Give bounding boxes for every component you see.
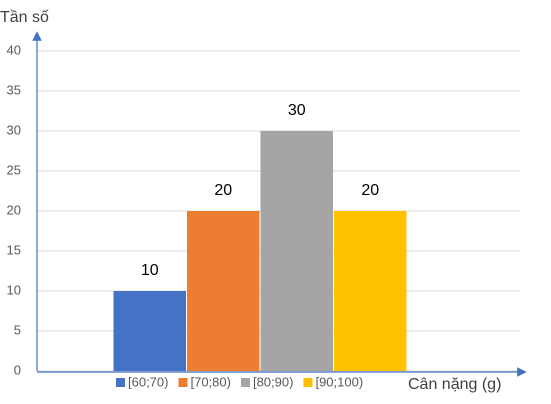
legend-swatch — [240, 378, 250, 387]
data-label: 20 — [361, 182, 379, 199]
y-tick-label: 40 — [7, 42, 21, 57]
y-tick-label: 15 — [7, 242, 21, 257]
legend-swatch — [178, 378, 188, 387]
legend-swatch — [116, 378, 125, 387]
y-axis-title: Tần số — [0, 9, 49, 26]
legend-swatch — [303, 378, 313, 387]
data-label: 20 — [214, 182, 232, 199]
legend-label: [80;90) — [253, 374, 293, 389]
y-tick-label: 0 — [14, 362, 21, 377]
data-label: 10 — [141, 262, 159, 279]
legend-label: [90;100) — [315, 374, 363, 389]
y-tick-label: 20 — [7, 202, 21, 217]
bar — [260, 131, 333, 371]
y-tick-label: 30 — [7, 122, 21, 137]
bar — [334, 211, 407, 371]
data-label: 30 — [288, 102, 306, 119]
y-tick-label: 25 — [7, 162, 21, 177]
x-axis-title: Cân nặng (g) — [408, 376, 501, 393]
y-tick-label: 5 — [14, 322, 21, 337]
y-tick-label: 35 — [7, 82, 21, 97]
y-tick-label: 10 — [7, 282, 21, 297]
legend-label: [60;70) — [128, 374, 168, 389]
bar — [187, 211, 260, 371]
legend-label: [70;80) — [190, 374, 230, 389]
bar — [113, 291, 186, 371]
